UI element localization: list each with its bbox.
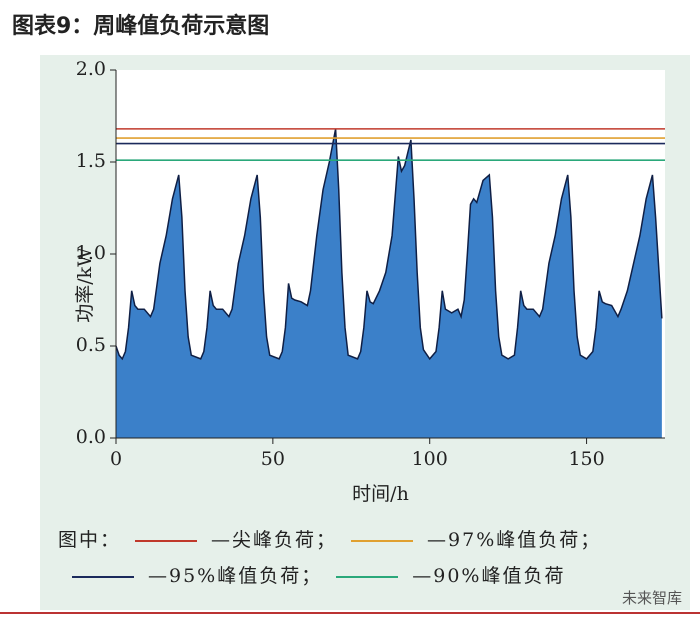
legend-label: —97%峰值负荷； xyxy=(427,529,602,551)
y-tick-label: 0.0 xyxy=(76,426,106,448)
y-tick-label: 1.0 xyxy=(76,242,106,264)
rule xyxy=(0,612,700,614)
legend-swatch xyxy=(72,576,134,578)
y-tick-label: 2.0 xyxy=(76,58,106,80)
title: 图表9：周峰值负荷示意图 xyxy=(12,14,270,39)
area-fill xyxy=(116,128,662,438)
legend: 图中： —尖峰负荷； —97%峰值负荷； —95%峰值负荷； —90%峰值负荷 xyxy=(58,522,678,594)
x-tick-label: 0 xyxy=(110,448,122,470)
area-line xyxy=(115,128,663,361)
legend-swatch xyxy=(351,540,414,542)
y-tick-label: 0.5 xyxy=(76,334,106,356)
x-tick-label: 150 xyxy=(568,448,604,470)
y-axis-label: 功率/kW xyxy=(74,247,96,323)
legend-prefix: 图中： xyxy=(58,529,122,551)
legend-swatch xyxy=(135,540,198,542)
x-tick-label: 50 xyxy=(261,448,285,470)
legend-label: —90%峰值负荷 xyxy=(412,565,566,587)
legend-swatch xyxy=(336,576,399,578)
x-tick-label: 100 xyxy=(412,448,448,470)
legend-label: —尖峰负荷； xyxy=(211,529,338,551)
legend-label: —95%峰值负荷； xyxy=(148,565,323,587)
x-axis-label: 时间/h xyxy=(352,483,409,505)
y-tick-label: 1.5 xyxy=(76,150,106,172)
watermark: 未来智库 xyxy=(621,589,682,607)
